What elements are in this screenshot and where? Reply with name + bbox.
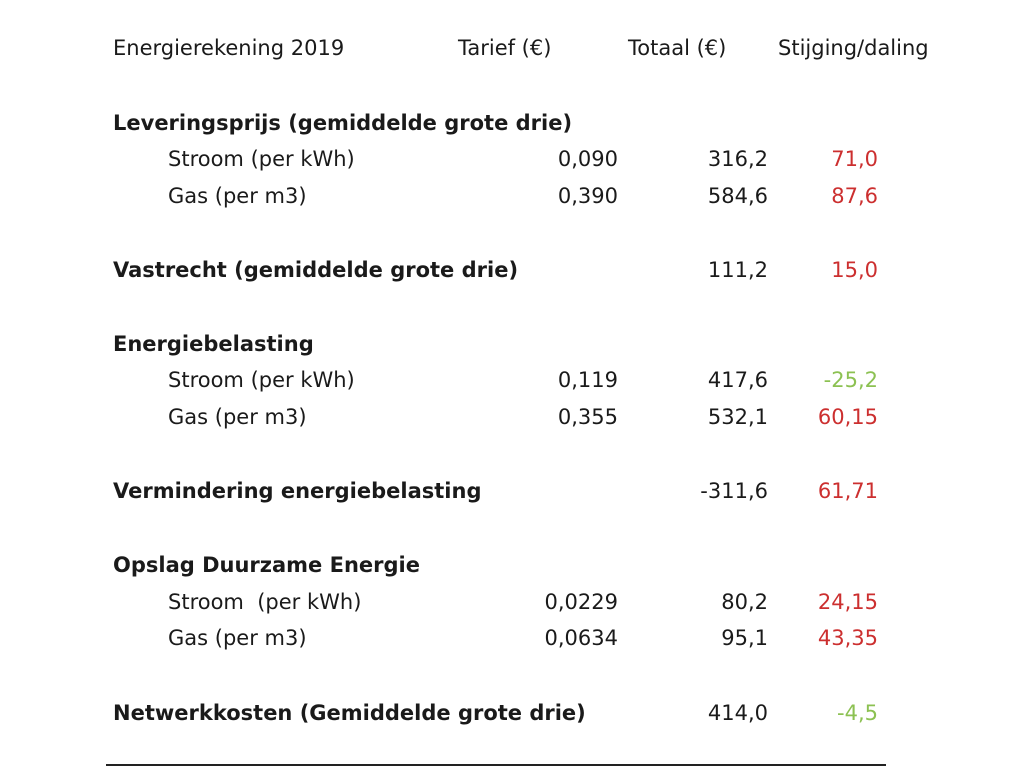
row-tarief: 0,119 (557, 368, 618, 392)
row-change: 43,35 (817, 626, 878, 650)
column-header-tarief: Tarief (€) (458, 36, 552, 60)
row-totaal: 414,0 (707, 701, 768, 725)
row-totaal: 584,6 (707, 184, 768, 208)
column-header-change: Stijging/daling (778, 36, 929, 60)
row-tarief: 0,355 (557, 405, 618, 429)
row-change: 87,6 (831, 184, 878, 208)
row-label: Stroom (per kWh) (168, 147, 355, 171)
row-label: Stroom (per kWh) (168, 368, 355, 392)
row-change: 71,0 (831, 147, 878, 171)
section-title-vermindering: Vermindering energiebelasting (113, 479, 482, 503)
row-change: -4,5 (837, 701, 878, 725)
section-title-ode: Opslag Duurzame Energie (113, 553, 420, 577)
row-change: -25,2 (823, 368, 878, 392)
table-title: Energierekening 2019 (113, 36, 345, 60)
row-totaal: 417,6 (707, 368, 768, 392)
row-tarief: 0,390 (557, 184, 618, 208)
row-label: Gas (per m3) (168, 184, 307, 208)
row-label: Gas (per m3) (168, 626, 307, 650)
row-totaal: -311,6 (700, 479, 768, 503)
row-totaal: 532,1 (707, 405, 768, 429)
row-change: 24,15 (817, 590, 878, 614)
row-totaal: 111,2 (707, 258, 768, 282)
row-change: 61,71 (817, 479, 878, 503)
row-change: 15,0 (831, 258, 878, 282)
row-tarief: 0,090 (557, 147, 618, 171)
row-totaal: 316,2 (707, 147, 768, 171)
bottom-divider (106, 764, 886, 766)
section-title-energiebelasting: Energiebelasting (113, 332, 314, 356)
row-change: 60,15 (817, 405, 878, 429)
row-totaal: 80,2 (721, 590, 768, 614)
row-label: Stroom (per kWh) (168, 590, 362, 614)
row-totaal: 95,1 (721, 626, 768, 650)
section-title-leveringsprijs: Leveringsprijs (gemiddelde grote drie) (113, 111, 573, 135)
row-tarief: 0,0634 (544, 626, 618, 650)
row-tarief: 0,0229 (544, 590, 618, 614)
section-title-vastrecht: Vastrecht (gemiddelde grote drie) (113, 258, 519, 282)
section-title-netwerkkosten: Netwerkkosten (Gemiddelde grote drie) (113, 701, 586, 725)
row-label: Gas (per m3) (168, 405, 307, 429)
column-header-totaal: Totaal (€) (628, 36, 727, 60)
